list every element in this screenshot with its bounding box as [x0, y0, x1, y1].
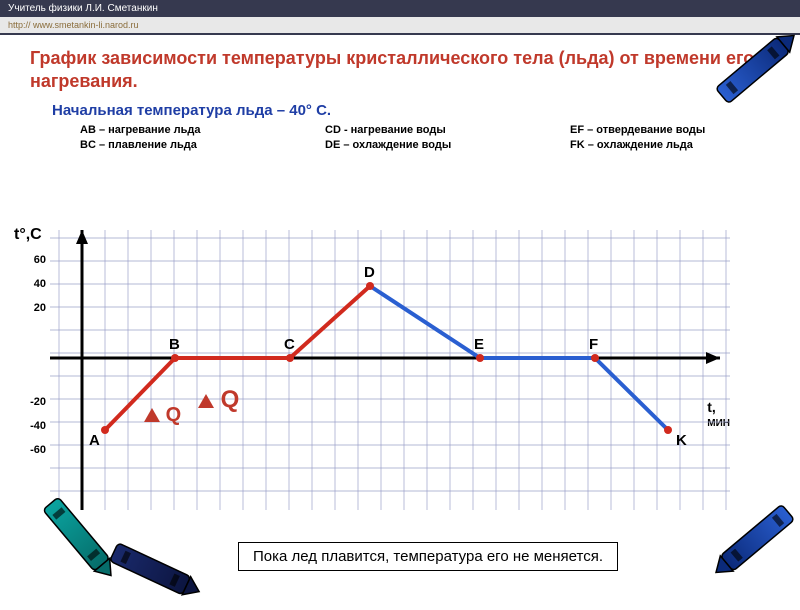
q-marker: Q	[144, 404, 181, 427]
subtitle: Начальная температура льда – 40° С.	[0, 96, 800, 119]
chart-area: t°,C t, МИН 604020-20-40-60 ABCDEFK	[50, 230, 740, 530]
legend-item: AB – нагревание льда	[80, 123, 255, 138]
point-label: F	[589, 336, 598, 353]
y-tick: -60	[22, 444, 46, 456]
point-label: E	[474, 336, 484, 353]
y-tick: -40	[22, 420, 46, 432]
legend-item: CD - нагревание воды	[325, 123, 500, 138]
url-bar: http:// www.smetankin-li.narod.ru	[0, 17, 800, 35]
chart-svg	[50, 230, 730, 510]
point-label: C	[284, 336, 295, 353]
legend: AB – нагревание льда BC – плавление льда…	[0, 119, 800, 153]
page-title: График зависимости температуры кристалли…	[0, 35, 800, 96]
y-tick: 40	[22, 278, 46, 290]
point-label: B	[169, 336, 180, 353]
legend-item: BC – плавление льда	[80, 138, 255, 153]
point-label: K	[676, 432, 687, 449]
point-label: A	[89, 432, 100, 449]
crayon-icon	[93, 533, 207, 609]
y-tick: 60	[22, 254, 46, 266]
y-axis-label: t°,C	[14, 226, 42, 244]
footer-note: Пока лед плавится, температура его не ме…	[238, 542, 618, 571]
y-tick: -20	[22, 396, 46, 408]
point-label: D	[364, 264, 375, 281]
legend-item: FK – охлаждение льда	[570, 138, 745, 153]
legend-item: EF – отвердевание воды	[570, 123, 745, 138]
q-marker: Q	[198, 386, 239, 414]
y-tick: 20	[22, 302, 46, 314]
legend-item: DE – охлаждение воды	[325, 138, 500, 153]
teacher-bar: Учитель физики Л.И. Сметанкин	[0, 0, 800, 17]
